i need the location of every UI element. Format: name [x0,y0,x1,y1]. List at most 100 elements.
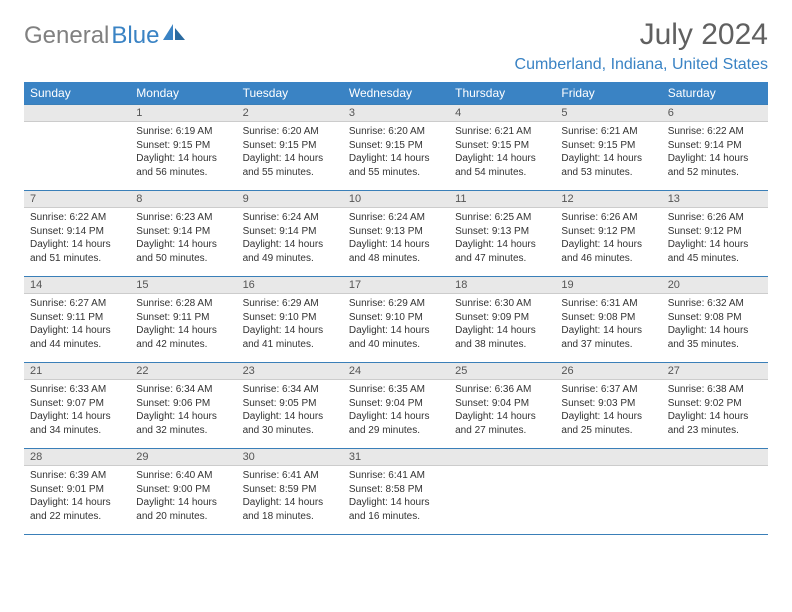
day-details: Sunrise: 6:38 AMSunset: 9:02 PMDaylight:… [662,380,768,443]
day-details [449,466,555,475]
sunset-text: Sunset: 9:01 PM [30,483,124,497]
daylight-line1: Daylight: 14 hours [136,496,230,510]
day-number: 27 [662,362,768,380]
daylight-line2: and 46 minutes. [561,252,655,266]
calendar-cell: 16Sunrise: 6:29 AMSunset: 9:10 PMDayligh… [237,276,343,362]
daylight-line2: and 54 minutes. [455,166,549,180]
weekday-header: Friday [555,82,661,104]
daylight-line1: Daylight: 14 hours [243,152,337,166]
daylight-line1: Daylight: 14 hours [349,496,443,510]
sunset-text: Sunset: 9:14 PM [136,225,230,239]
day-number: 14 [24,276,130,294]
calendar-cell: 5Sunrise: 6:21 AMSunset: 9:15 PMDaylight… [555,104,661,190]
sunrise-text: Sunrise: 6:22 AM [668,125,762,139]
daylight-line2: and 16 minutes. [349,510,443,524]
sunrise-text: Sunrise: 6:31 AM [561,297,655,311]
daylight-line2: and 55 minutes. [243,166,337,180]
calendar-cell: 28Sunrise: 6:39 AMSunset: 9:01 PMDayligh… [24,448,130,534]
day-number: 20 [662,276,768,294]
sunset-text: Sunset: 9:14 PM [30,225,124,239]
day-number: 17 [343,276,449,294]
calendar-cell: 31Sunrise: 6:41 AMSunset: 8:58 PMDayligh… [343,448,449,534]
calendar-cell: 12Sunrise: 6:26 AMSunset: 9:12 PMDayligh… [555,190,661,276]
day-number [555,448,661,466]
sunrise-text: Sunrise: 6:30 AM [455,297,549,311]
calendar-week-row: 21Sunrise: 6:33 AMSunset: 9:07 PMDayligh… [24,362,768,448]
sunrise-text: Sunrise: 6:39 AM [30,469,124,483]
logo-sail-icon [163,24,185,40]
sunset-text: Sunset: 9:15 PM [136,139,230,153]
sunset-text: Sunset: 9:08 PM [668,311,762,325]
sunset-text: Sunset: 9:03 PM [561,397,655,411]
daylight-line1: Daylight: 14 hours [136,152,230,166]
logo-text-2: Blue [111,22,159,50]
sunset-text: Sunset: 9:14 PM [668,139,762,153]
calendar-week-row: 7Sunrise: 6:22 AMSunset: 9:14 PMDaylight… [24,190,768,276]
daylight-line2: and 37 minutes. [561,338,655,352]
calendar-cell: 19Sunrise: 6:31 AMSunset: 9:08 PMDayligh… [555,276,661,362]
day-details: Sunrise: 6:34 AMSunset: 9:06 PMDaylight:… [130,380,236,443]
daylight-line2: and 35 minutes. [668,338,762,352]
sunset-text: Sunset: 9:07 PM [30,397,124,411]
daylight-line1: Daylight: 14 hours [668,238,762,252]
daylight-line1: Daylight: 14 hours [136,410,230,424]
calendar-cell: 17Sunrise: 6:29 AMSunset: 9:10 PMDayligh… [343,276,449,362]
daylight-line2: and 50 minutes. [136,252,230,266]
daylight-line1: Daylight: 14 hours [455,152,549,166]
day-details: Sunrise: 6:20 AMSunset: 9:15 PMDaylight:… [343,122,449,185]
calendar-cell: 23Sunrise: 6:34 AMSunset: 9:05 PMDayligh… [237,362,343,448]
sunrise-text: Sunrise: 6:21 AM [455,125,549,139]
calendar-week-row: 28Sunrise: 6:39 AMSunset: 9:01 PMDayligh… [24,448,768,534]
sunset-text: Sunset: 9:08 PM [561,311,655,325]
day-details: Sunrise: 6:29 AMSunset: 9:10 PMDaylight:… [343,294,449,357]
sunset-text: Sunset: 9:12 PM [668,225,762,239]
calendar-cell: 2Sunrise: 6:20 AMSunset: 9:15 PMDaylight… [237,104,343,190]
daylight-line2: and 29 minutes. [349,424,443,438]
logo-text-1: General [24,22,109,50]
day-details: Sunrise: 6:21 AMSunset: 9:15 PMDaylight:… [555,122,661,185]
calendar-cell: 10Sunrise: 6:24 AMSunset: 9:13 PMDayligh… [343,190,449,276]
day-details [555,466,661,475]
day-details: Sunrise: 6:21 AMSunset: 9:15 PMDaylight:… [449,122,555,185]
day-details: Sunrise: 6:41 AMSunset: 8:58 PMDaylight:… [343,466,449,529]
daylight-line1: Daylight: 14 hours [561,324,655,338]
calendar-cell: 29Sunrise: 6:40 AMSunset: 9:00 PMDayligh… [130,448,236,534]
sunset-text: Sunset: 9:10 PM [243,311,337,325]
day-number: 7 [24,190,130,208]
day-number: 21 [24,362,130,380]
day-details [24,122,130,131]
day-details: Sunrise: 6:23 AMSunset: 9:14 PMDaylight:… [130,208,236,271]
daylight-line2: and 22 minutes. [30,510,124,524]
calendar-cell: 8Sunrise: 6:23 AMSunset: 9:14 PMDaylight… [130,190,236,276]
day-number: 4 [449,104,555,122]
daylight-line2: and 52 minutes. [668,166,762,180]
daylight-line2: and 23 minutes. [668,424,762,438]
day-details: Sunrise: 6:31 AMSunset: 9:08 PMDaylight:… [555,294,661,357]
sunrise-text: Sunrise: 6:37 AM [561,383,655,397]
page-title: July 2024 [515,18,768,52]
day-details: Sunrise: 6:27 AMSunset: 9:11 PMDaylight:… [24,294,130,357]
day-number [662,448,768,466]
daylight-line2: and 45 minutes. [668,252,762,266]
day-details: Sunrise: 6:22 AMSunset: 9:14 PMDaylight:… [662,122,768,185]
daylight-line1: Daylight: 14 hours [30,238,124,252]
sunrise-text: Sunrise: 6:35 AM [349,383,443,397]
calendar-table: SundayMondayTuesdayWednesdayThursdayFrid… [24,82,768,535]
sunset-text: Sunset: 9:13 PM [455,225,549,239]
daylight-line2: and 48 minutes. [349,252,443,266]
day-number: 25 [449,362,555,380]
daylight-line1: Daylight: 14 hours [30,324,124,338]
calendar-cell: 18Sunrise: 6:30 AMSunset: 9:09 PMDayligh… [449,276,555,362]
calendar-cell: 11Sunrise: 6:25 AMSunset: 9:13 PMDayligh… [449,190,555,276]
day-number [24,104,130,122]
day-number: 30 [237,448,343,466]
sunrise-text: Sunrise: 6:34 AM [243,383,337,397]
sunrise-text: Sunrise: 6:24 AM [243,211,337,225]
daylight-line1: Daylight: 14 hours [455,238,549,252]
weekday-header: Wednesday [343,82,449,104]
day-number: 10 [343,190,449,208]
daylight-line1: Daylight: 14 hours [668,152,762,166]
day-number: 18 [449,276,555,294]
sunrise-text: Sunrise: 6:36 AM [455,383,549,397]
daylight-line1: Daylight: 14 hours [30,496,124,510]
